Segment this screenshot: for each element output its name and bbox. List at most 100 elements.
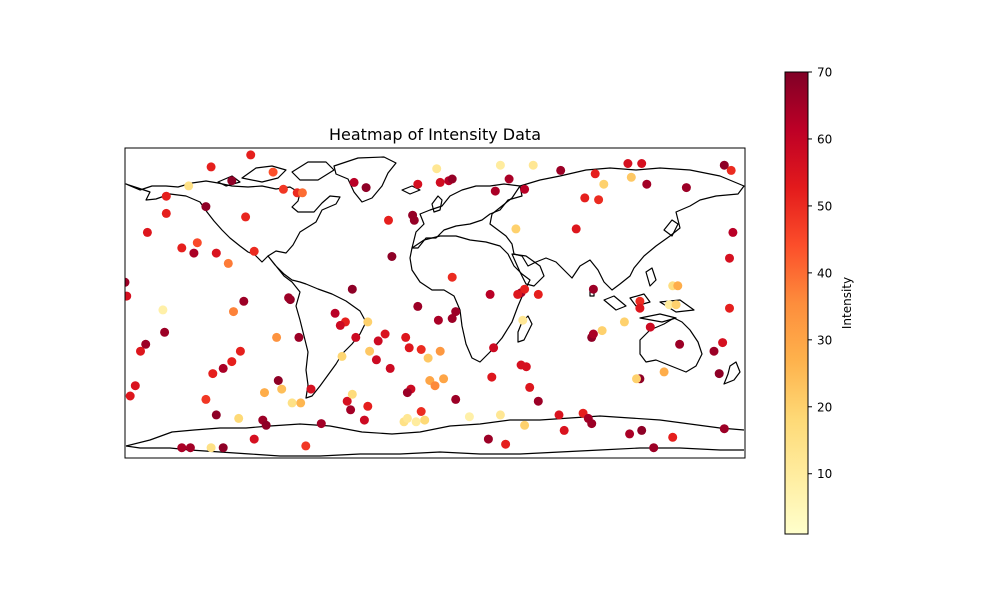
data-point: [278, 184, 288, 194]
data-point: [520, 184, 530, 194]
data-point: [725, 303, 734, 313]
island-coast: [639, 313, 677, 323]
data-point: [554, 410, 564, 420]
data-point: [227, 176, 237, 186]
data-point: [284, 293, 294, 303]
data-point: [725, 253, 734, 263]
data-point: [125, 291, 132, 301]
data-point: [306, 384, 316, 394]
data-point: [528, 160, 538, 170]
data-point: [588, 329, 598, 339]
data-point: [599, 179, 609, 189]
data-point: [642, 179, 652, 189]
data-point: [597, 326, 607, 336]
island-coast: [603, 295, 627, 311]
data-point: [365, 346, 375, 356]
asia-coast: [489, 167, 745, 291]
iceland-coast: [401, 185, 421, 195]
data-point: [719, 424, 729, 434]
data-point: [268, 167, 278, 177]
data-point: [387, 252, 397, 261]
data-point: [373, 336, 383, 346]
data-point: [495, 410, 505, 420]
data-point: [337, 351, 347, 361]
data-point: [726, 165, 736, 175]
data-point: [571, 224, 581, 234]
data-point: [192, 238, 202, 248]
data-point: [301, 441, 311, 451]
data-point: [413, 179, 423, 189]
colorbar-ticks: 10 20 30 40 50 60 70: [808, 66, 832, 481]
data-point: [316, 419, 326, 429]
data-point: [277, 384, 287, 394]
data-point: [483, 434, 493, 444]
data-point: [637, 425, 647, 435]
data-point: [587, 419, 597, 429]
data-point: [664, 300, 674, 310]
data-point: [404, 343, 414, 353]
data-point: [130, 381, 140, 391]
data-point: [260, 388, 269, 398]
data-point: [718, 338, 728, 348]
data-point: [490, 186, 500, 196]
data-point: [347, 389, 357, 399]
data-point: [495, 160, 505, 170]
data-point: [719, 160, 729, 170]
data-point: [296, 398, 306, 408]
data-point: [588, 284, 598, 294]
data-point: [206, 162, 216, 172]
data-point: [330, 308, 340, 318]
data-point: [239, 296, 249, 306]
data-point: [160, 327, 170, 337]
data-point: [261, 420, 271, 430]
data-point: [423, 353, 433, 363]
data-point: [673, 281, 683, 291]
data-point: [142, 227, 152, 237]
colorbar-tick-label: 40: [817, 266, 832, 280]
japan-coast: [663, 219, 679, 237]
data-point: [681, 183, 691, 193]
new-zealand-coast: [723, 361, 741, 385]
data-point: [246, 150, 256, 160]
data-point: [433, 315, 443, 325]
data-point: [594, 195, 604, 205]
data-point: [177, 443, 187, 453]
data-point: [447, 174, 457, 184]
data-point: [416, 407, 426, 416]
data-point: [401, 332, 411, 342]
colorbar: 10 20 30 40 50 60 70 Intensity: [784, 66, 854, 535]
colorbar-gradient: [784, 71, 809, 535]
data-point: [363, 317, 373, 327]
data-point: [347, 284, 357, 294]
data-point: [185, 443, 195, 453]
data-point: [430, 381, 440, 391]
data-point: [227, 357, 237, 367]
data-point: [619, 317, 629, 327]
data-point: [287, 398, 297, 408]
colorbar-tick-label: 70: [817, 66, 832, 80]
data-point: [645, 322, 655, 332]
data-point: [409, 215, 419, 225]
data-point: [533, 289, 543, 299]
data-point: [451, 394, 461, 404]
data-point: [359, 415, 369, 425]
data-point: [297, 188, 307, 198]
data-point: [136, 346, 145, 356]
south-america-coast: [267, 255, 367, 399]
data-point: [385, 363, 395, 373]
data-point: [518, 315, 528, 325]
greenland-coast: [333, 156, 397, 203]
data-point: [635, 296, 645, 306]
data-point: [218, 363, 228, 373]
madagascar-coast: [517, 315, 533, 343]
data-point: [346, 405, 356, 415]
data-point: [380, 329, 390, 339]
colorbar-tick-label: 50: [817, 199, 832, 213]
data-point: [590, 169, 600, 179]
data-point: [411, 417, 421, 427]
data-point: [580, 193, 590, 203]
data-point: [351, 332, 361, 342]
arctic-island-coast: [291, 161, 335, 181]
arabia-coast: [511, 253, 545, 287]
